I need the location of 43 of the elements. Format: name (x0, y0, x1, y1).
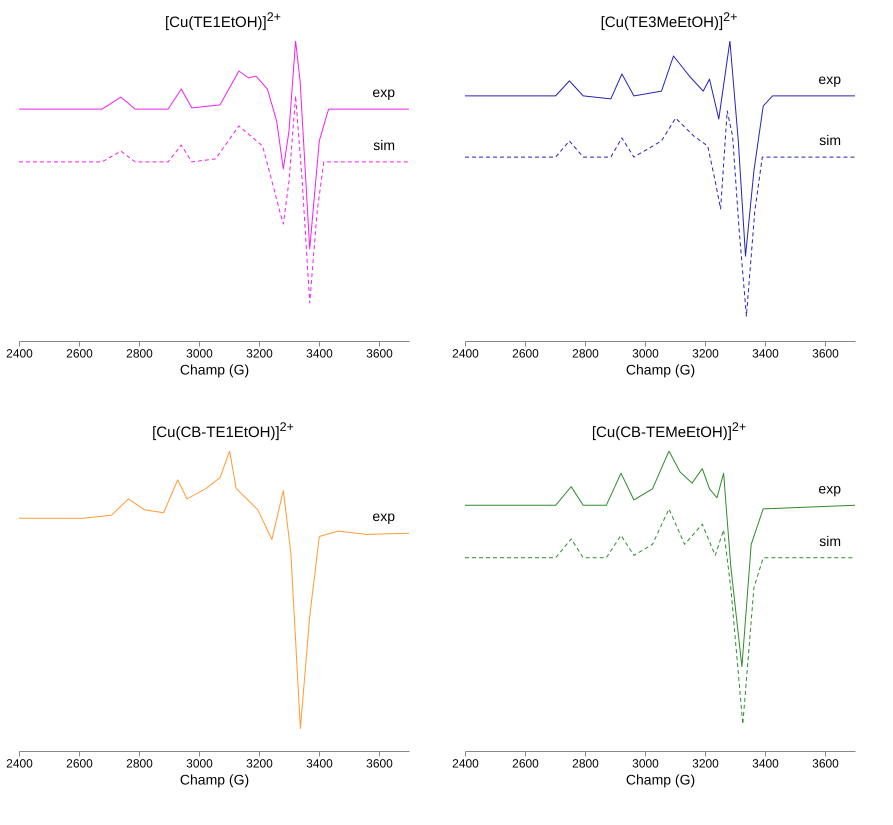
chart-title: [Cu(TE3MeEtOH)]$^{2+}$ (600, 9, 738, 33)
series-label: sim (819, 132, 841, 148)
x-axis-title: Champ (G) (626, 772, 696, 788)
x-axis-title: Champ (G) (626, 362, 696, 378)
x-tick-label: 3200 (692, 346, 720, 360)
chart-title: [Cu(CB-TEMeEtOH)]$^{2+}$ (590, 419, 748, 443)
x-tick-label: 3400 (752, 346, 780, 360)
x-tick-label: 2400 (6, 756, 34, 770)
x-tick-label: 3400 (752, 756, 780, 770)
x-tick-label: 2600 (66, 346, 94, 360)
series-label: exp (372, 84, 396, 100)
x-tick-label: 3000 (632, 756, 660, 770)
x-tick-label: 3000 (186, 346, 214, 360)
x-tick-label: 3400 (306, 756, 334, 770)
series-label: exp (818, 70, 842, 87)
x-tick-label: 3200 (692, 756, 720, 770)
x-tick-label: 3600 (812, 756, 840, 770)
x-tick-label: 2800 (572, 756, 600, 770)
x-tick-label: 2600 (512, 346, 540, 360)
x-axis-title: Champ (G) (180, 362, 250, 378)
x-tick-label: 3000 (632, 346, 660, 360)
x-tick-label: 2600 (66, 756, 94, 770)
x-tick-label: 3200 (246, 346, 274, 360)
chart-title: [Cu(TE1EtOH)]$^{2+}$ (164, 9, 282, 33)
x-tick-label: 3000 (186, 756, 214, 770)
x-axis-title: Champ (G) (180, 772, 250, 788)
chart-title: [Cu(CB-TE1EtOH)]$^{2+}$ (151, 419, 295, 443)
x-tick-label: 2800 (572, 346, 600, 360)
x-tick-label: 2600 (512, 756, 540, 770)
x-tick-label: 3600 (366, 756, 394, 770)
series-label: sim (373, 136, 395, 153)
series-label: sim (819, 532, 841, 549)
x-tick-label: 3400 (306, 346, 334, 360)
x-tick-label: 3600 (812, 346, 840, 360)
x-tick-label: 2400 (452, 346, 480, 360)
x-tick-label: 2400 (6, 346, 34, 360)
x-tick-label: 3600 (366, 346, 394, 360)
x-tick-label: 2400 (452, 756, 480, 770)
series-label: exp (372, 508, 396, 524)
x-tick-label: 2800 (126, 756, 154, 770)
x-tick-label: 2800 (126, 346, 154, 360)
series-label: exp (818, 480, 842, 496)
x-tick-label: 3200 (246, 756, 274, 770)
